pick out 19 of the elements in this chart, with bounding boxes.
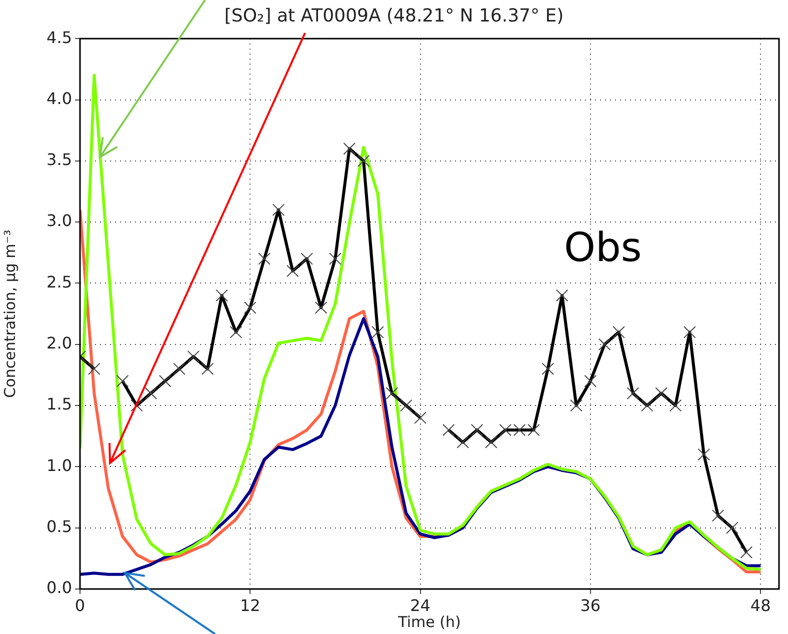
x-tick-label: 12 (240, 596, 260, 615)
y-tick-label: 2.0 (46, 334, 72, 353)
y-tick-label: 4.0 (46, 88, 72, 108)
y-tick-label: 3.5 (46, 150, 72, 170)
y-tick-label: 2.5 (46, 272, 72, 292)
x-tick-label: 24 (410, 596, 430, 615)
x-tick-label: 48 (750, 596, 771, 615)
x-axis-title: Time (h) (397, 612, 461, 631)
chart-title: [SO₂] at AT0009A (48.21° N 16.37° E) (224, 5, 564, 26)
y-tick-label: 3.0 (46, 211, 72, 230)
y-tick-label: 4.5 (46, 28, 72, 47)
y-tick-label: 0.5 (46, 517, 72, 536)
x-tick-label: 36 (580, 596, 601, 615)
series-label: Obs (564, 224, 642, 271)
y-tick-label: 0.0 (46, 578, 72, 598)
y-tick-label: 1.0 (46, 456, 72, 475)
y-tick-label: 1.5 (46, 394, 72, 414)
y-axis-title: Concentration, μg m⁻³ (0, 230, 19, 398)
x-tick-label: 0 (74, 596, 86, 615)
